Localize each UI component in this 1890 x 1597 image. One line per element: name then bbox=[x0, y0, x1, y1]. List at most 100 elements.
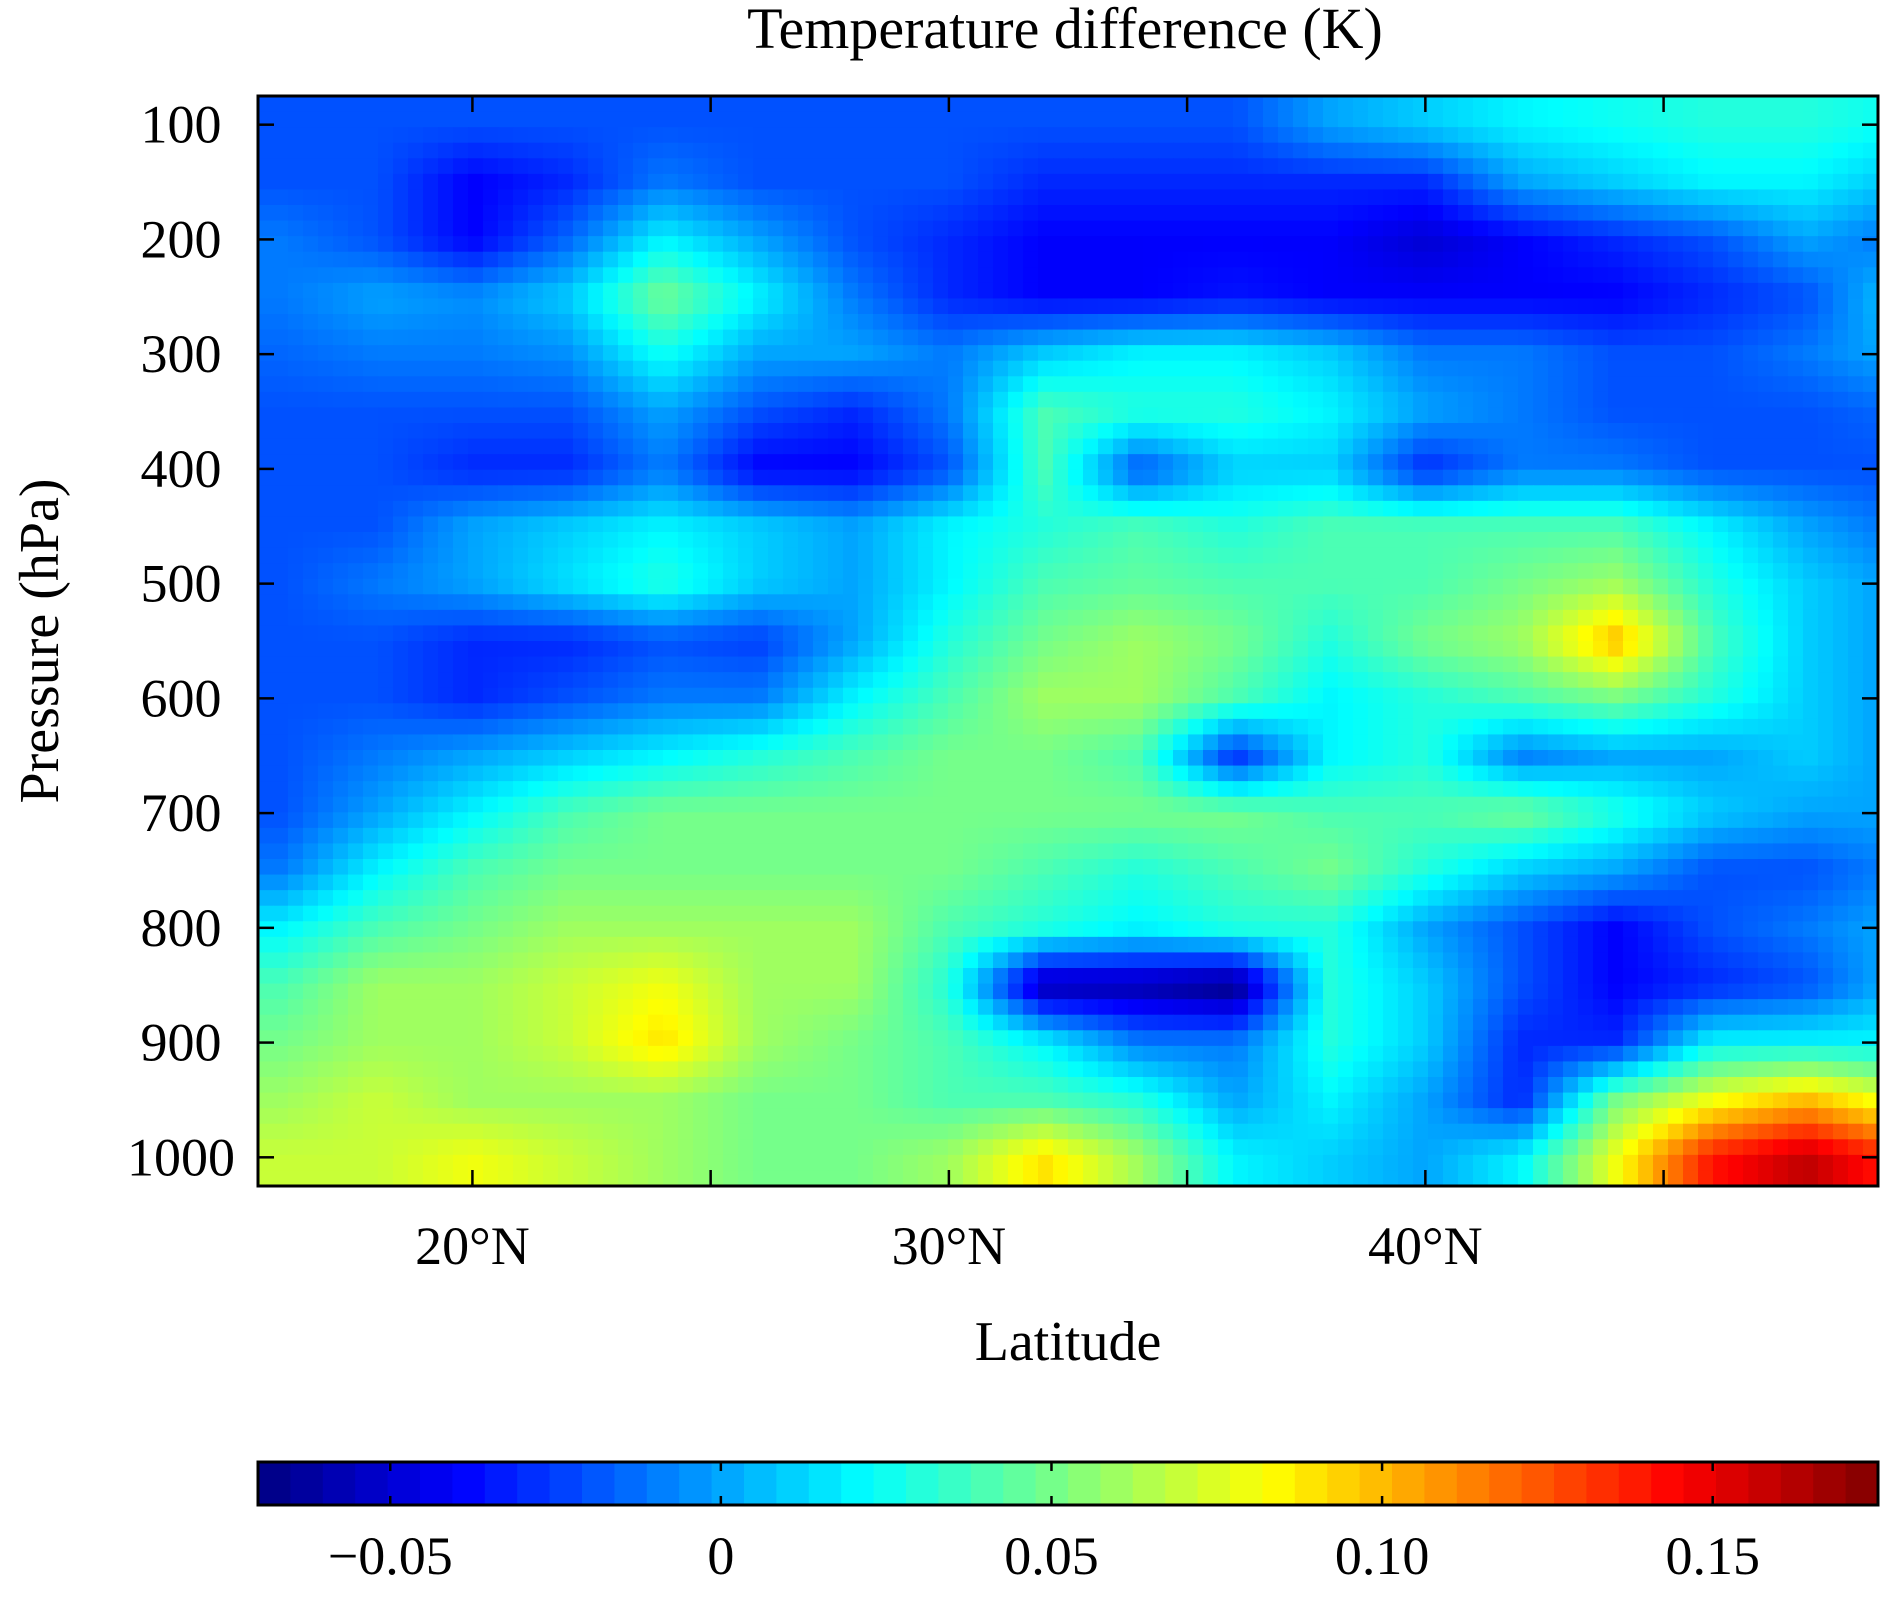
heatmap-cell bbox=[753, 532, 769, 549]
heatmap-cell bbox=[1218, 750, 1234, 767]
heatmap-cell bbox=[1518, 594, 1534, 611]
heatmap-cell bbox=[1263, 578, 1279, 595]
heatmap-cell bbox=[288, 314, 304, 331]
heatmap-cell bbox=[1818, 781, 1834, 798]
heatmap-cell bbox=[513, 485, 529, 502]
heatmap-cell bbox=[258, 734, 274, 751]
heatmap-cell bbox=[1473, 516, 1489, 533]
heatmap-cell bbox=[1323, 220, 1339, 237]
heatmap-cell bbox=[1758, 750, 1774, 767]
heatmap-cell bbox=[963, 298, 979, 315]
heatmap-cell bbox=[903, 407, 919, 424]
heatmap-cell bbox=[813, 796, 829, 813]
heatmap-cell bbox=[1428, 563, 1444, 580]
heatmap-cell bbox=[1473, 236, 1489, 253]
heatmap-cell bbox=[1083, 376, 1099, 393]
heatmap-cell bbox=[1338, 236, 1354, 253]
heatmap-cell bbox=[363, 329, 379, 346]
heatmap-cell bbox=[1578, 391, 1594, 409]
heatmap-cell bbox=[273, 594, 289, 611]
heatmap-cell bbox=[1068, 563, 1084, 580]
heatmap-cell bbox=[573, 376, 589, 393]
heatmap-cell bbox=[1533, 251, 1549, 268]
heatmap-cell bbox=[438, 516, 454, 533]
heatmap-cell bbox=[1203, 407, 1219, 424]
heatmap-cell bbox=[648, 718, 664, 736]
heatmap-cell bbox=[1233, 765, 1249, 782]
heatmap-cell bbox=[1848, 251, 1864, 268]
heatmap-cell bbox=[1443, 469, 1459, 486]
heatmap-cell bbox=[1203, 781, 1219, 798]
heatmap-cell bbox=[1488, 516, 1504, 533]
heatmap-cell bbox=[1173, 718, 1189, 736]
heatmap-cell bbox=[948, 407, 964, 424]
heatmap-cell bbox=[738, 750, 754, 767]
heatmap-cell bbox=[1098, 500, 1114, 518]
heatmap-cell bbox=[1233, 578, 1249, 595]
heatmap-cell bbox=[1353, 718, 1369, 736]
heatmap-cell bbox=[1563, 236, 1579, 253]
heatmap-cell bbox=[1473, 423, 1489, 440]
heatmap-cell bbox=[1683, 609, 1699, 627]
heatmap-cell bbox=[1053, 672, 1069, 689]
heatmap-cell bbox=[1488, 314, 1504, 331]
heatmap-cell bbox=[1563, 532, 1579, 549]
heatmap-cell bbox=[408, 734, 424, 751]
heatmap-cell bbox=[1383, 282, 1399, 300]
heatmap-cell bbox=[888, 360, 904, 377]
heatmap-cell bbox=[558, 236, 574, 253]
heatmap-cell bbox=[468, 781, 484, 798]
heatmap-cell bbox=[288, 796, 304, 813]
heatmap-cell bbox=[348, 703, 364, 720]
heatmap-cell bbox=[1293, 781, 1309, 798]
heatmap-cell bbox=[663, 469, 679, 486]
heatmap-cell bbox=[1083, 532, 1099, 549]
heatmap-cell bbox=[813, 423, 829, 440]
heatmap-cell bbox=[1848, 594, 1864, 611]
heatmap-cell bbox=[1623, 267, 1639, 284]
heatmap-cell bbox=[318, 267, 334, 284]
heatmap-cell bbox=[708, 609, 724, 627]
heatmap-cell bbox=[1548, 672, 1564, 689]
heatmap-cell bbox=[1383, 127, 1399, 144]
heatmap-cell bbox=[438, 812, 454, 829]
heatmap-cell bbox=[678, 563, 694, 580]
heatmap-cell bbox=[1278, 189, 1294, 206]
heatmap-cell bbox=[1083, 578, 1099, 595]
heatmap-cell bbox=[588, 454, 604, 471]
heatmap-cell bbox=[588, 563, 604, 580]
heatmap-cell bbox=[798, 750, 814, 767]
heatmap-cell bbox=[498, 547, 514, 564]
heatmap-cell bbox=[1293, 641, 1309, 658]
heatmap-cell bbox=[1608, 407, 1624, 424]
heatmap-cell bbox=[573, 781, 589, 798]
heatmap-cell bbox=[1638, 625, 1654, 642]
heatmap-cell bbox=[1788, 220, 1804, 237]
heatmap-cell bbox=[798, 625, 814, 642]
heatmap-cell bbox=[468, 360, 484, 377]
heatmap-cell bbox=[1218, 205, 1234, 222]
heatmap-cell bbox=[633, 594, 649, 611]
heatmap-cell bbox=[798, 781, 814, 798]
heatmap-cell bbox=[588, 127, 604, 144]
heatmap-cell bbox=[843, 189, 859, 206]
heatmap-cell bbox=[843, 438, 859, 455]
heatmap-cell bbox=[1428, 96, 1444, 113]
heatmap-cell bbox=[1173, 220, 1189, 237]
heatmap-cell bbox=[543, 236, 559, 253]
heatmap-cell bbox=[663, 360, 679, 377]
heatmap-cell bbox=[708, 672, 724, 689]
heatmap-cell bbox=[1533, 563, 1549, 580]
heatmap-cell bbox=[873, 158, 889, 175]
heatmap-cell bbox=[603, 391, 619, 409]
heatmap-cell bbox=[843, 314, 859, 331]
heatmap-cell bbox=[1833, 734, 1849, 751]
heatmap-cell bbox=[693, 298, 709, 315]
heatmap-cell bbox=[513, 438, 529, 455]
heatmap-cell bbox=[453, 718, 469, 736]
heatmap-cell bbox=[1248, 672, 1264, 689]
heatmap-cell bbox=[1083, 718, 1099, 736]
heatmap-cell bbox=[888, 314, 904, 331]
heatmap-cell bbox=[498, 703, 514, 720]
heatmap-cell bbox=[1413, 485, 1429, 502]
